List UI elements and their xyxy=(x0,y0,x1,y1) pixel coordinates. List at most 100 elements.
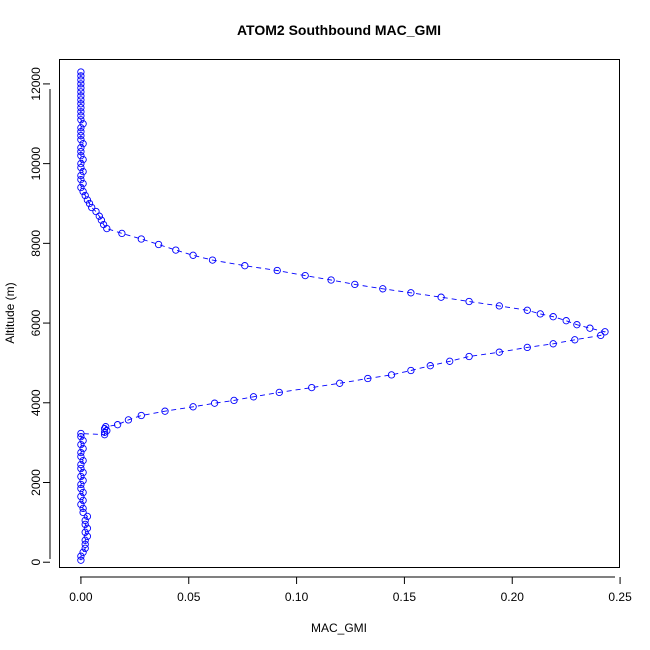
data-point xyxy=(573,321,581,329)
data-point xyxy=(124,416,133,424)
data-point xyxy=(77,480,85,489)
data-point xyxy=(77,183,85,192)
data-point xyxy=(79,488,87,497)
data-point xyxy=(81,536,89,544)
data-point xyxy=(77,84,85,92)
plot-frame xyxy=(59,59,620,568)
data-point xyxy=(102,423,110,431)
data-point xyxy=(77,124,85,132)
data-point xyxy=(154,240,163,249)
data-point xyxy=(77,80,85,88)
data-point xyxy=(79,468,87,477)
data-point xyxy=(81,544,89,552)
data-point xyxy=(77,452,85,461)
data-point xyxy=(77,76,85,84)
data-point xyxy=(118,229,126,238)
data-point xyxy=(137,411,145,420)
data-point xyxy=(77,132,85,140)
data-point xyxy=(77,144,85,152)
data-point xyxy=(83,196,92,204)
data-point xyxy=(77,552,85,560)
data-point xyxy=(275,388,283,397)
data-point xyxy=(81,528,89,536)
data-point xyxy=(79,504,87,513)
data-point xyxy=(308,383,316,392)
data-point xyxy=(100,425,109,433)
x-tick-label: 0.05 xyxy=(177,590,201,604)
data-point xyxy=(113,421,122,429)
data-point xyxy=(189,403,197,411)
data-point xyxy=(549,340,557,348)
data-point xyxy=(161,407,169,415)
data-point xyxy=(103,427,111,435)
data-point xyxy=(77,464,85,473)
data-point xyxy=(79,155,87,164)
data-point xyxy=(523,306,531,314)
data-point xyxy=(77,108,85,116)
data-point xyxy=(77,163,85,172)
y-tick-label: 6000 xyxy=(29,309,43,336)
x-tick-label: 0.20 xyxy=(501,590,525,604)
data-point xyxy=(77,96,85,104)
data-point xyxy=(85,199,94,208)
data-point xyxy=(495,348,503,356)
data-point xyxy=(495,302,503,310)
data-point xyxy=(364,374,372,383)
x-axis-label: MAC_GMI xyxy=(311,621,367,635)
data-point xyxy=(83,532,92,540)
y-tick-label: 0 xyxy=(29,559,43,566)
y-axis-ticks: 0 2000 4000 6000 8000 10000 12000 xyxy=(29,67,50,566)
data-point xyxy=(77,492,85,501)
data-point xyxy=(79,436,87,445)
data-point xyxy=(77,460,85,469)
data-point xyxy=(81,540,89,548)
data-point xyxy=(597,331,605,340)
data-point xyxy=(77,128,85,136)
data-point xyxy=(549,313,557,321)
data-point xyxy=(241,262,249,270)
data-point xyxy=(536,310,544,318)
x-tick-label: 0.00 xyxy=(69,590,93,604)
data-point xyxy=(562,317,570,325)
data-point xyxy=(77,100,85,108)
data-point xyxy=(249,393,258,401)
data-point xyxy=(79,120,87,128)
data-point xyxy=(77,556,85,564)
data-point xyxy=(77,92,85,100)
y-tick-label: 4000 xyxy=(29,389,43,416)
data-point xyxy=(77,175,85,184)
y-tick-label: 2000 xyxy=(29,469,43,496)
data-point xyxy=(103,224,111,233)
data-point xyxy=(77,72,85,80)
data-point xyxy=(465,352,473,361)
data-point xyxy=(79,187,87,196)
data-point xyxy=(81,191,89,200)
data-point xyxy=(92,207,100,216)
data-point xyxy=(301,271,309,280)
data-point xyxy=(77,148,85,156)
data-point xyxy=(77,88,85,96)
data-point xyxy=(79,548,87,556)
data-point xyxy=(230,396,238,405)
x-tick-label: 0.10 xyxy=(285,590,309,604)
data-point xyxy=(379,285,387,293)
data-point xyxy=(426,362,434,370)
data-point xyxy=(446,357,454,365)
data-point xyxy=(99,220,108,229)
data-point xyxy=(586,324,594,332)
x-tick-label: 0.15 xyxy=(393,590,417,604)
data-point xyxy=(88,203,96,212)
data-point xyxy=(81,516,89,525)
data-point xyxy=(77,429,85,438)
data-point xyxy=(77,112,85,120)
data-point xyxy=(189,251,197,259)
data-point xyxy=(79,444,87,453)
data-point xyxy=(77,500,85,509)
data-point xyxy=(77,116,85,124)
data-point xyxy=(77,104,85,112)
data-point xyxy=(79,476,87,485)
chart-title: ATOM2 Southbound MAC_GMI xyxy=(237,22,441,38)
y-tick-label: 10000 xyxy=(29,147,43,181)
y-tick-label: 8000 xyxy=(29,230,43,257)
